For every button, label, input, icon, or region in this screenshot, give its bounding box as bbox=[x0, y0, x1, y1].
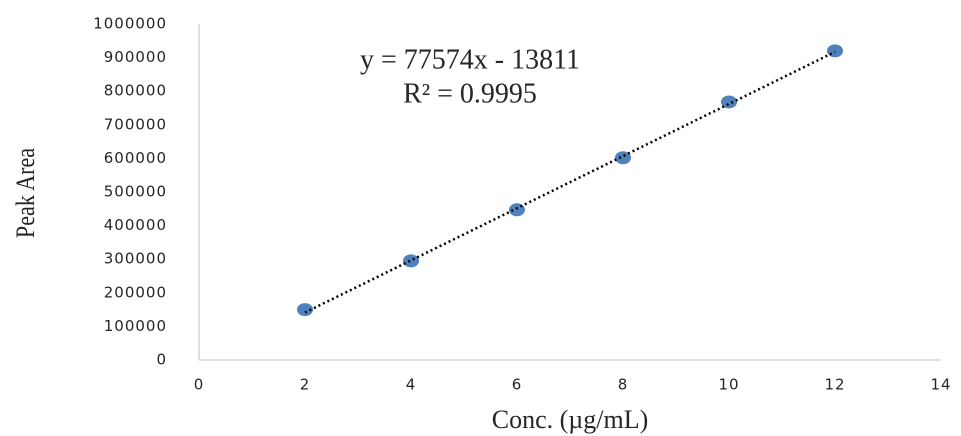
data-point bbox=[615, 151, 631, 165]
trendline-equation: y = 77574x - 13811 bbox=[360, 44, 580, 75]
x-tick-label: 4 bbox=[406, 376, 417, 394]
y-tick-label: 800000 bbox=[104, 82, 167, 100]
y-tick-label: 600000 bbox=[104, 149, 167, 167]
y-tick-label: 300000 bbox=[104, 250, 167, 268]
trendline bbox=[304, 50, 836, 314]
x-tick-label: 2 bbox=[300, 376, 311, 394]
data-point bbox=[297, 303, 313, 317]
y-tick-label: 900000 bbox=[104, 48, 167, 66]
x-tick-label: 0 bbox=[194, 376, 205, 394]
data-point bbox=[403, 254, 419, 268]
y-tick-label: 700000 bbox=[104, 115, 167, 133]
r-squared: R² = 0.9995 bbox=[403, 78, 537, 109]
data-point bbox=[827, 44, 843, 58]
x-tick-label: 6 bbox=[512, 376, 523, 394]
y-axis-label: Peak Area bbox=[12, 148, 40, 238]
x-tick-label: 12 bbox=[824, 376, 845, 394]
y-tick-label: 0 bbox=[156, 351, 167, 369]
y-tick-label: 400000 bbox=[104, 216, 167, 234]
y-tick-label: 100000 bbox=[104, 317, 167, 335]
y-tick-label: 500000 bbox=[104, 183, 167, 201]
x-axis-label: Conc. (µg/mL) bbox=[492, 405, 649, 434]
x-tick-label: 14 bbox=[930, 376, 951, 394]
data-point bbox=[721, 95, 737, 109]
y-tick-label: 200000 bbox=[104, 283, 167, 301]
x-tick-label: 10 bbox=[718, 376, 739, 394]
x-tick-label: 8 bbox=[618, 376, 629, 394]
y-tick-label: 1000000 bbox=[93, 15, 167, 33]
